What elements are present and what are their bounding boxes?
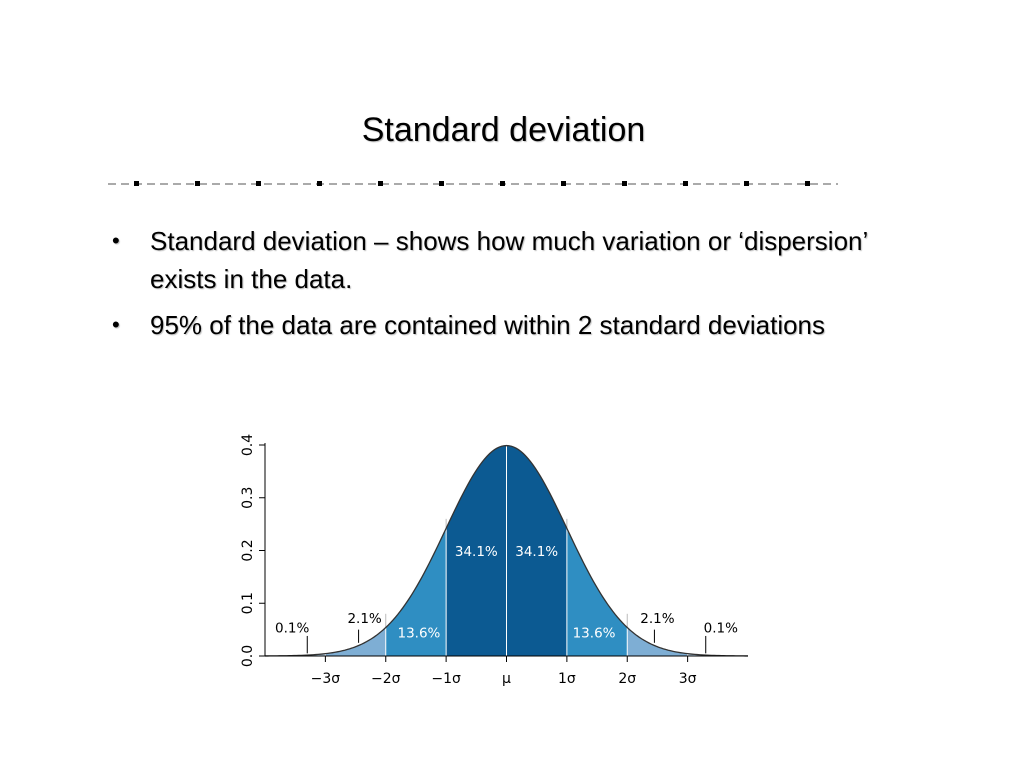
bullet-dot-icon: •	[112, 312, 120, 337]
y-tick-label: 0.4	[240, 434, 256, 456]
tail-label: 0.1%	[704, 620, 738, 636]
x-tick-label: −1σ	[431, 671, 461, 687]
x-tick-label: −3σ	[311, 671, 341, 687]
divider-dot	[561, 181, 566, 186]
x-tick-label: −2σ	[371, 671, 401, 687]
y-tick-label: 0.1	[240, 592, 256, 614]
band-label: 2.1%	[347, 611, 381, 627]
x-tick-label: 1σ	[558, 671, 576, 687]
bullet-text: Standard deviation – shows how much vari…	[150, 226, 868, 294]
density-curve	[264, 444, 749, 657]
divider-dot	[744, 181, 749, 186]
x-tick-label: 2σ	[618, 671, 636, 687]
divider-dot	[805, 181, 810, 186]
band-label: 2.1%	[640, 611, 674, 627]
divider-dot	[134, 181, 139, 186]
x-tick-label: 3σ	[679, 671, 697, 687]
normal-distribution-chart: 0.0 0.1 0.2 0.3 0.4 −3σ −2σ −1σ μ 1σ 2σ 3σ 2.1% 13.6%…	[225, 425, 760, 695]
y-tick-label: 0.0	[240, 645, 256, 667]
y-tick-label: 0.2	[240, 539, 256, 561]
band-label: 34.1%	[455, 544, 498, 560]
divider-dot	[622, 181, 627, 186]
slide-title: Standard deviation	[361, 111, 646, 149]
bullet-text: 95% of the data are contained within 2 s…	[150, 310, 826, 340]
chart-svg: 0.0 0.1 0.2 0.3 0.4 −3σ −2σ −1σ μ 1σ 2σ 3σ 2.1% 13.6%…	[240, 434, 749, 687]
band-label: 34.1%	[515, 544, 558, 560]
divider-dot	[439, 181, 444, 186]
divider-dot	[683, 181, 688, 186]
divider-dot	[378, 181, 383, 186]
divider-dot	[500, 181, 505, 186]
band-label: 13.6%	[398, 626, 441, 642]
divider-dot	[195, 181, 200, 186]
band-area-5	[627, 627, 688, 656]
tail-label: 0.1%	[275, 620, 309, 636]
bullet-item: • Standard deviation – shows how much va…	[112, 222, 872, 298]
y-tick-label: 0.3	[240, 487, 256, 509]
band-area-0	[325, 627, 386, 656]
divider-dot	[317, 181, 322, 186]
bullet-dot-icon: •	[112, 228, 120, 253]
x-tick-label: μ	[502, 671, 511, 687]
band-label: 13.6%	[573, 626, 616, 642]
bullet-item: • 95% of the data are contained within 2…	[112, 306, 872, 344]
bullet-list: • Standard deviation – shows how much va…	[112, 222, 872, 352]
divider-dot	[256, 181, 261, 186]
title-divider	[108, 181, 838, 186]
